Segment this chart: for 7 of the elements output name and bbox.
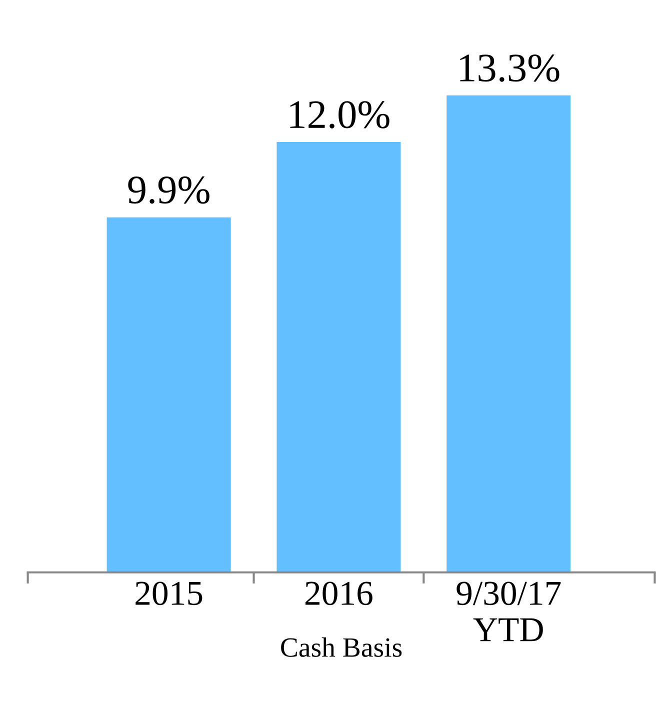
x-tick-label: 9/30/17 YTD [456, 582, 561, 642]
data-label: 9.9% [128, 176, 210, 204]
x-tick-label: 2016 [306, 582, 372, 606]
data-label: 13.3% [460, 54, 560, 82]
data-label: 12.0% [290, 101, 390, 128]
x-axis-title: Cash Basis [281, 637, 402, 657]
x-tick-label: 2015 [136, 582, 202, 606]
